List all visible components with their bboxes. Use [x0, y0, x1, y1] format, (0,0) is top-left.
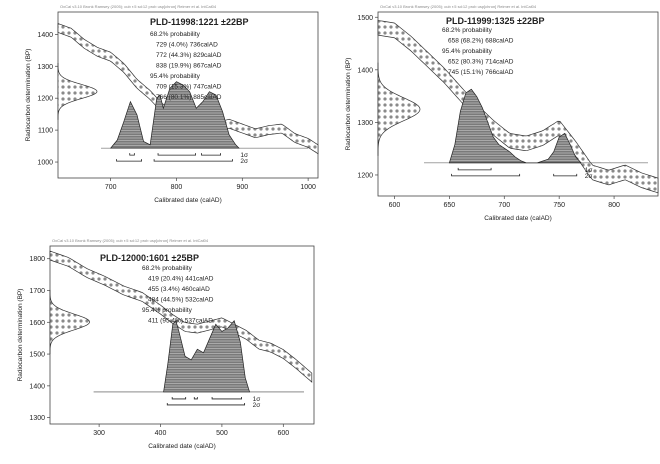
probability-line: 729 (4.0%) 736calAD	[156, 42, 218, 49]
sigma-1-range	[157, 153, 196, 156]
chart-title: PLD-11998:1221 ±22BP	[150, 17, 249, 27]
y-tick-label: 1500	[29, 352, 45, 359]
probability-line: 95.4% probability	[442, 48, 493, 55]
probability-line: 95.4% probability	[142, 307, 193, 314]
x-tick-label: 400	[155, 430, 167, 437]
y-tick-label: 1400	[37, 32, 53, 39]
chart-header: OxCal v3.10 Bronk Ramsey (2005); cub r:5…	[52, 238, 209, 243]
probability-line: 68.2% probability	[142, 265, 193, 272]
radiocarbon-distribution	[57, 63, 98, 120]
calibration-curve-band	[377, 20, 659, 194]
x-tick-label: 750	[553, 202, 565, 209]
y-tick-label: 1200	[37, 96, 53, 103]
radiocarbon-distribution	[49, 289, 90, 355]
y-tick-label: 1600	[29, 320, 45, 327]
calibration-chart-pld-11998: OxCal v3.10 Bronk Ramsey (2005); cub r:5…	[0, 0, 330, 210]
sigma-1-range	[193, 396, 198, 400]
calibration-curve-band	[57, 22, 319, 155]
radiocarbon-distribution	[377, 62, 421, 156]
x-tick-label: 700	[498, 202, 510, 209]
sigma-2-range	[116, 159, 142, 162]
chart-header: OxCal v3.10 Bronk Ramsey (2005); cub r:5…	[380, 4, 537, 9]
calibration-chart-pld-12000: OxCal v3.10 Bronk Ramsey (2005); cub r:5…	[0, 228, 330, 459]
x-tick-label: 800	[171, 184, 183, 191]
sigma-2-range	[153, 159, 233, 162]
probability-line: 484 (44.5%) 532calAD	[148, 297, 214, 304]
calibrated-distribution	[163, 320, 251, 393]
y-tick-label: 1300	[29, 415, 45, 422]
x-tick-label: 600	[277, 430, 289, 437]
probability-line: 95.4% probability	[150, 73, 201, 80]
probability-line: 658 (68.2%) 688calAD	[448, 38, 514, 45]
y-tick-label: 1800	[29, 256, 45, 263]
sigma-1-label: 1σ	[253, 396, 261, 403]
sigma-2-label: 2σ	[240, 158, 248, 165]
y-tick-label: 1300	[37, 64, 53, 71]
probability-line: 772 (44.3%) 829calAD	[156, 52, 222, 59]
x-tick-label: 600	[389, 202, 401, 209]
chart-title: PLD-11999:1325 ±22BP	[446, 16, 545, 26]
x-tick-label: 1000	[300, 184, 316, 191]
sigma-1-range	[211, 396, 242, 400]
probability-line: 68.2% probability	[150, 31, 201, 38]
y-tick-label: 1200	[357, 172, 373, 179]
y-axis-label: Radiocarbon determination (BP)	[17, 289, 24, 382]
chart-svg: OxCal v3.10 Bronk Ramsey (2005); cub r:5…	[17, 238, 315, 450]
x-tick-label: 700	[105, 184, 117, 191]
y-axis-label: Radiocarbon determination (BP)	[25, 49, 32, 142]
y-tick-label: 1400	[357, 67, 373, 74]
chart-svg: OxCal v3.10 Bronk Ramsey (2005); cub r:5…	[25, 4, 319, 204]
y-tick-label: 1700	[29, 288, 45, 295]
calibrated-distribution	[109, 81, 240, 149]
probability-line: 411 (95.4%) 537calAD	[148, 318, 213, 325]
probability-line: 745 (15.1%) 766calAD	[448, 69, 514, 76]
sigma-2-label: 2σ	[253, 402, 261, 409]
chart-title: PLD-12000:1601 ±25BP	[100, 253, 199, 263]
y-tick-label: 1000	[37, 160, 53, 167]
calibration-curve-band	[49, 250, 313, 383]
x-axis-label: Calibrated date (calAD)	[154, 197, 222, 204]
sigma-1-range	[201, 153, 221, 156]
sigma-1-label: 1σ	[240, 152, 248, 159]
x-tick-label: 300	[93, 430, 105, 437]
probability-line: 455 (3.4%) 460calAD	[148, 286, 210, 293]
x-tick-label: 800	[608, 202, 620, 209]
calibrated-distribution	[448, 88, 582, 164]
chart-header: OxCal v3.10 Bronk Ramsey (2005); cub r:5…	[60, 4, 217, 9]
probability-line: 419 (20.4%) 441calAD	[148, 276, 214, 283]
y-tick-label: 1100	[38, 128, 53, 135]
sigma-2-range	[553, 173, 578, 177]
y-tick-label: 1500	[357, 15, 373, 22]
sigma-2-range	[451, 173, 521, 177]
probability-line: 838 (19.9%) 867calAD	[156, 63, 222, 70]
probability-line: 709 (15.3%) 747calAD	[156, 84, 222, 91]
sigma-1-range	[171, 396, 187, 400]
sigma-2-range	[166, 402, 246, 406]
probability-line: 766 (80.1%) 885calAD	[156, 94, 222, 101]
sigma-1-label: 1σ	[585, 167, 593, 174]
x-tick-label: 500	[216, 430, 228, 437]
sigma-2-label: 2σ	[585, 173, 593, 180]
probability-line: 652 (80.3%) 714calAD	[448, 59, 514, 66]
x-tick-label: 900	[236, 184, 248, 191]
sigma-1-range	[457, 167, 492, 171]
y-tick-label: 1300	[357, 120, 373, 127]
y-axis-label: Radiocarbon determination (BP)	[345, 58, 352, 151]
chart-svg: OxCal v3.10 Bronk Ramsey (2005); cub r:5…	[345, 4, 659, 222]
calibration-chart-pld-11999: OxCal v3.10 Bronk Ramsey (2005); cub r:5…	[340, 0, 660, 230]
sigma-1-range	[129, 153, 135, 156]
x-axis-label: Calibrated date (calAD)	[148, 443, 216, 450]
y-tick-label: 1400	[29, 383, 45, 390]
probability-line: 68.2% probability	[442, 27, 493, 34]
x-axis-label: Calibrated date (calAD)	[484, 215, 552, 222]
x-tick-label: 650	[444, 202, 456, 209]
